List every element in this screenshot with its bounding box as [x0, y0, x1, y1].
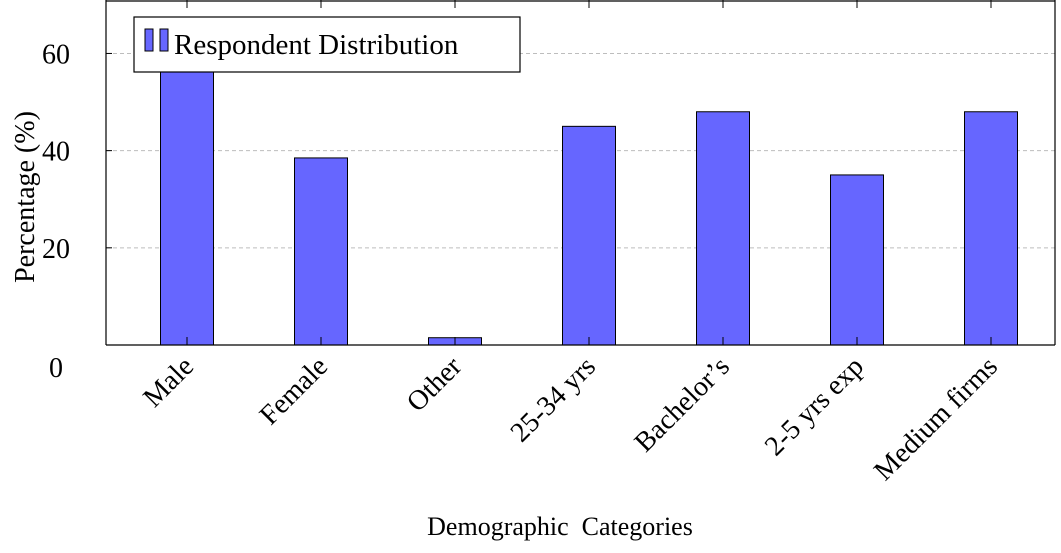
legend-swatch [144, 28, 154, 52]
bar [696, 111, 750, 346]
bar [964, 111, 1018, 346]
legend: Respondent Distribution [133, 16, 521, 73]
bar [562, 125, 616, 346]
y-axis-title: Percentage (%) [10, 111, 41, 283]
bar [160, 45, 214, 346]
x-tick-label: Medium firms [868, 351, 1004, 487]
y-tick-label: 0 [49, 353, 63, 384]
axes-layer [105, 0, 1056, 346]
x-tick-labels: Male Female Other 25-34 yrs Bachelor’s 2-5 yr… [137, 351, 1004, 487]
legend-label: Respondent Distribution [174, 29, 459, 61]
x-tick-label: Other [401, 351, 468, 418]
x-tick-label: Female [254, 351, 334, 431]
x-tick-label: 25-34 yrs [505, 351, 602, 448]
bars-layer [160, 45, 1018, 346]
bar [294, 157, 348, 346]
legend-swatch [159, 28, 169, 52]
bar [830, 174, 884, 346]
x-tick-label: Male [137, 351, 200, 414]
y-tick-label: 20 [42, 234, 70, 265]
x-tick-label: Bachelor’s [629, 351, 736, 458]
legend-box [133, 16, 521, 73]
y-tick-label: 40 [42, 137, 70, 168]
x-axis-title: Demographic Categories [427, 512, 693, 541]
y-tick-labels: 0 20 40 60 [42, 39, 70, 384]
x-tick-label: 2-5 yrs exp [759, 351, 870, 462]
y-tick-label: 60 [42, 39, 70, 70]
